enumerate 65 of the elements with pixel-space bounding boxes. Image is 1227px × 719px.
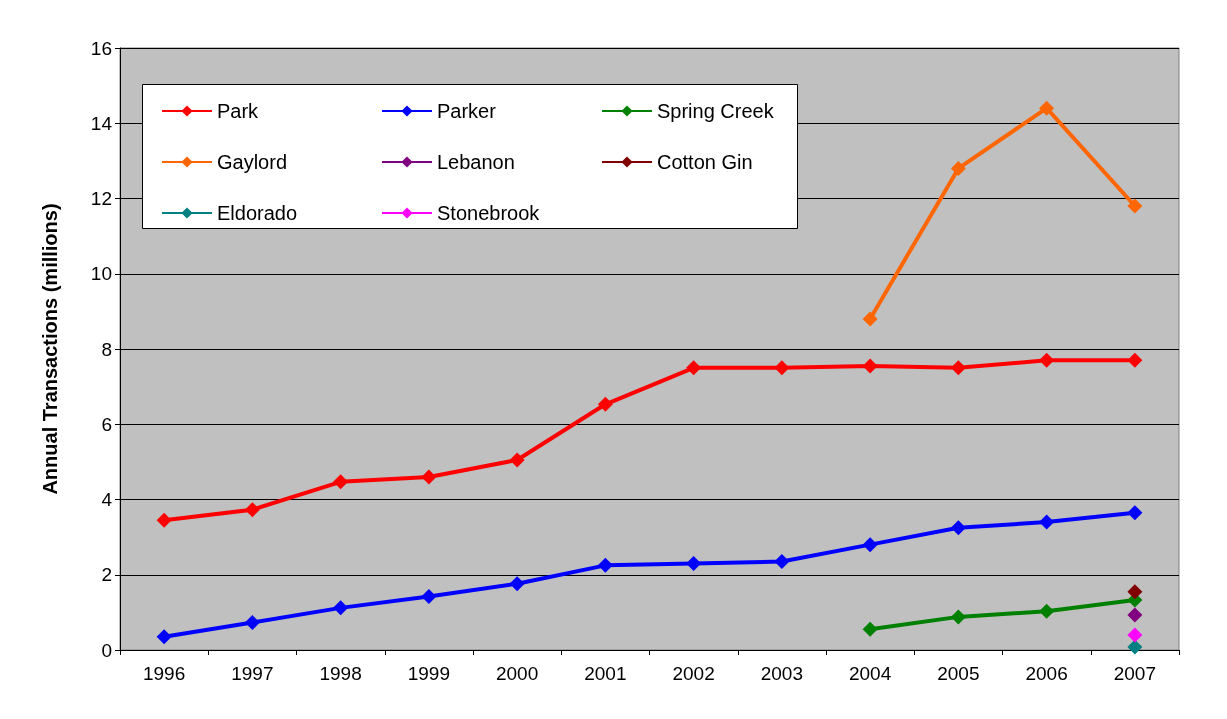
legend-label: Parker: [437, 100, 497, 122]
point: [862, 311, 878, 327]
y-tick-label: 16: [90, 37, 112, 59]
point: [1039, 514, 1055, 530]
point: [1039, 603, 1055, 619]
point: [950, 520, 966, 536]
x-tick-label: 2004: [848, 663, 892, 684]
point: [686, 360, 702, 376]
x-tick-label: 1996: [142, 663, 186, 684]
y-tick-label: 0: [101, 639, 112, 661]
legend-label: Eldorado: [217, 202, 298, 224]
point: [950, 360, 966, 376]
point: [509, 576, 525, 592]
point: [333, 474, 349, 490]
y-tick-label: 4: [101, 489, 113, 510]
point: [244, 615, 260, 631]
x-tick-label: 2005: [937, 663, 980, 684]
x-tick-label: 2000: [495, 663, 539, 684]
legend-label: Park: [217, 100, 260, 122]
y-tick-label: 10: [90, 263, 112, 285]
point: [1127, 352, 1143, 368]
point: [509, 452, 525, 468]
legend-label: Stonebrook: [437, 202, 541, 224]
y-axis-title: Annual Transactions (millions): [39, 203, 61, 495]
point: [862, 358, 878, 374]
point: [421, 589, 437, 605]
point: [1127, 607, 1143, 623]
legend-label: Cotton Gin: [657, 151, 753, 173]
x-tick-label: 2002: [672, 663, 715, 684]
legend-label: Gaylord: [217, 151, 288, 173]
point: [1127, 505, 1143, 521]
point: [597, 557, 613, 573]
point: [862, 537, 878, 553]
point: [774, 554, 790, 570]
x-tick-label: 1997: [231, 663, 274, 684]
y-tick-label: 2: [101, 564, 112, 586]
y-tick-label: 14: [90, 112, 113, 134]
point: [1127, 627, 1143, 643]
x-tick-label: 2007: [1113, 663, 1157, 684]
point: [1127, 584, 1143, 600]
x-tick-label: 2006: [1025, 663, 1068, 684]
point: [1039, 352, 1055, 368]
point: [686, 555, 702, 571]
point: [421, 469, 437, 485]
point: [1127, 639, 1143, 655]
point: [950, 160, 966, 176]
point: [156, 629, 172, 645]
x-tick-label: 2003: [760, 663, 804, 684]
point: [774, 360, 790, 376]
point: [1127, 198, 1143, 214]
point: [244, 502, 260, 518]
x-tick-label: 1999: [407, 663, 451, 684]
x-tick-label: 2001: [584, 663, 627, 684]
y-tick-label: 8: [101, 338, 112, 360]
point: [862, 621, 878, 637]
x-tick-label: 1998: [319, 663, 362, 684]
y-tick-label: 12: [90, 188, 112, 209]
legend-label: Lebanon: [437, 151, 515, 173]
point: [333, 600, 349, 616]
y-tick-label: 6: [101, 413, 112, 435]
point: [156, 512, 172, 528]
point: [950, 609, 966, 625]
legend-label: Spring Creek: [657, 100, 775, 122]
point: [1039, 100, 1055, 116]
point: [597, 396, 613, 412]
